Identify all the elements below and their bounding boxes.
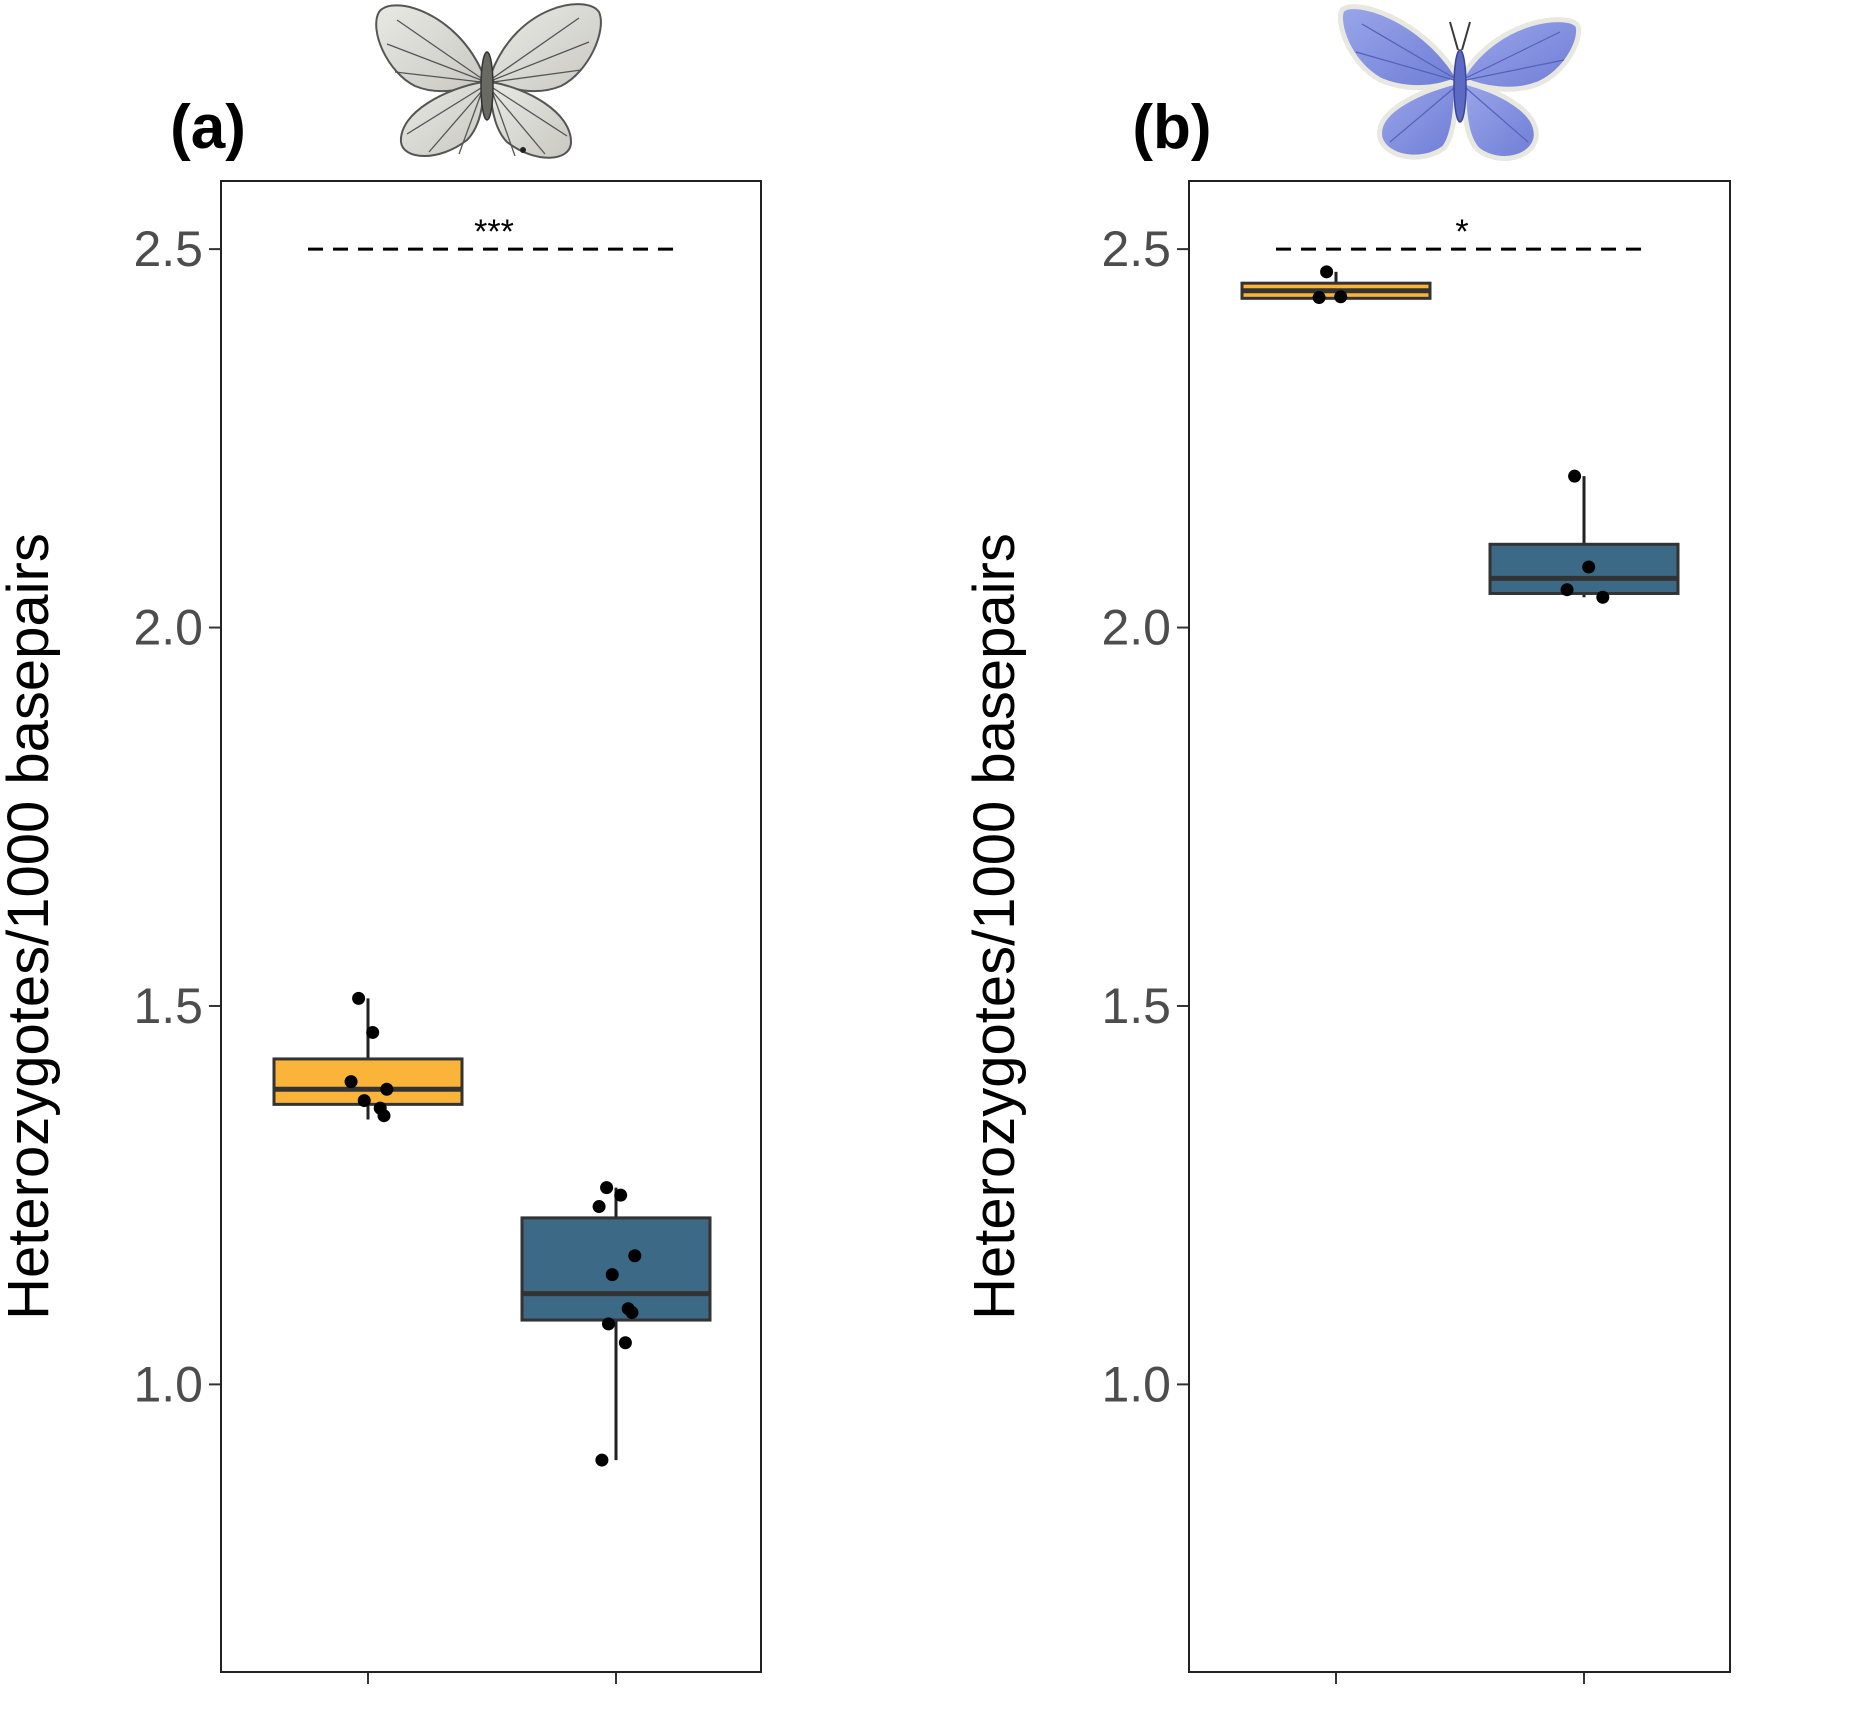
box-group	[272, 991, 464, 1123]
plot-border	[220, 180, 762, 1673]
data-point	[344, 1075, 358, 1089]
plot-border	[1188, 180, 1731, 1673]
y-tick-label: 2.5	[133, 221, 203, 277]
data-point	[352, 991, 366, 1005]
box-group	[1488, 469, 1680, 604]
y-tick-label: 1.5	[1101, 978, 1171, 1034]
significance-label: *	[1455, 213, 1468, 251]
data-point	[601, 1317, 615, 1331]
box	[520, 1216, 712, 1322]
y-tick-label: 2.5	[1101, 221, 1171, 277]
data-point	[366, 1025, 380, 1039]
panel-label: (b)	[1132, 93, 1211, 162]
data-point	[1560, 583, 1574, 597]
panel-a: (a) Heterozygotes/1000 basepairs 1.0 1.5 2.0…	[0, 93, 762, 1684]
data-point	[1582, 560, 1596, 574]
panel-label: (a)	[170, 93, 246, 162]
data-point	[377, 1109, 391, 1123]
data-point	[1568, 469, 1582, 483]
data-point	[1596, 590, 1610, 604]
data-point	[600, 1181, 614, 1195]
y-tick-label: 1.0	[1101, 1356, 1171, 1412]
y-axis-label: Heterozygotes/1000 basepairs	[0, 533, 61, 1320]
panel-b: (b) Heterozygotes/1000 basepairs 1.0 1.5 2.0…	[962, 93, 1731, 1684]
data-point	[592, 1200, 606, 1214]
data-point	[614, 1188, 628, 1202]
box-group	[520, 1181, 712, 1467]
y-tick-label: 2.0	[133, 600, 203, 656]
data-point	[1334, 290, 1348, 304]
data-point	[357, 1094, 371, 1108]
data-point	[595, 1453, 609, 1467]
significance-label: ***	[474, 213, 514, 251]
y-tick-label: 2.0	[1101, 600, 1171, 656]
y-axis-label: Heterozygotes/1000 basepairs	[962, 533, 1027, 1320]
data-point	[380, 1082, 394, 1096]
data-point	[605, 1268, 619, 1282]
y-tick-label: 1.0	[133, 1356, 203, 1412]
box-group	[1240, 265, 1432, 305]
blue-butterfly-icon	[1338, 4, 1582, 161]
data-point	[1320, 265, 1334, 279]
data-point	[618, 1336, 632, 1350]
data-point	[1312, 291, 1326, 305]
data-point	[625, 1305, 639, 1319]
y-tick-label: 1.5	[133, 978, 203, 1034]
data-point	[628, 1249, 642, 1263]
white-butterfly-icon	[375, 3, 602, 159]
